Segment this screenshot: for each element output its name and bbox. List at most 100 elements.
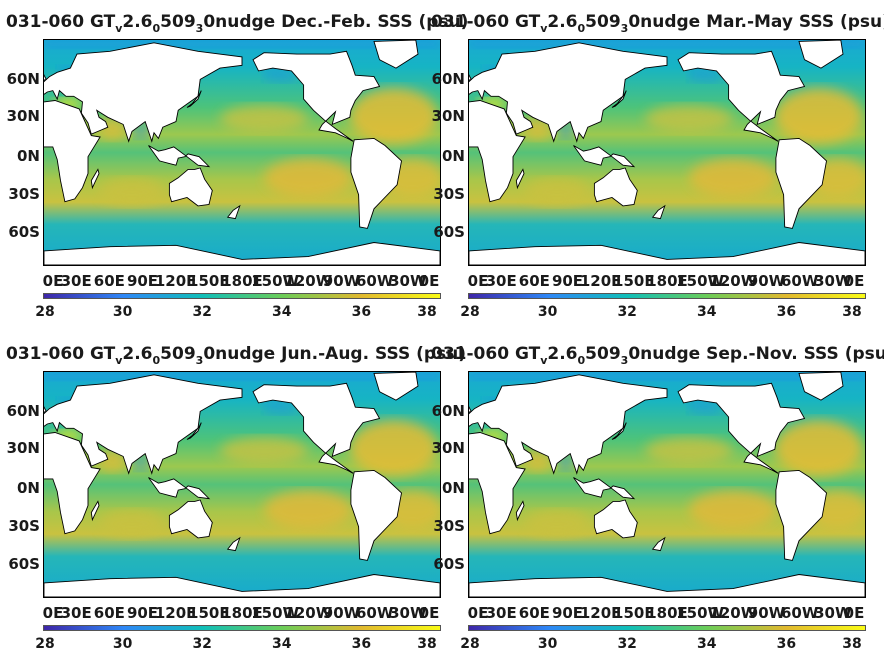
greenland-landmass [373,40,419,69]
australia-landmass [168,167,213,207]
north-america-landmass [677,382,806,474]
colorbar-tick-label: 28 [460,636,480,652]
lat-tick-label: 30N [6,107,40,125]
lon-tick-label: 0E [467,272,489,290]
lon-tick-label: 60E [93,272,125,290]
lat-tick-label: 60N [431,70,465,88]
lon-tick-label: 180E [221,272,263,290]
salinity-map [43,371,441,598]
lon-tick-label: 90E [551,272,584,290]
salinity-map-svg [44,40,440,265]
lon-tick-label: 90W [747,604,786,622]
gulf-of-alaska-fresh [689,400,722,415]
north-atlantic-high-salinity [349,87,438,145]
eurasia-landmass [44,374,243,475]
eurasia-landmass [44,42,243,143]
salinity-map [468,371,866,598]
madagascar-landmass [90,168,100,190]
indian-ocean-high-salinity [99,509,165,538]
africa-landmass [469,432,526,535]
colorbar-tick-label: 30 [537,636,558,652]
lon-tick-label: 0E [467,604,489,622]
africa-landmass [44,432,101,535]
map-panel-son: 031-060 GTv2.6050930nudge Sep.-Nov. SSS … [425,332,884,663]
japan-landmass [611,422,627,440]
lat-tick-label: 30S [8,185,40,203]
lon-tick-label: 180E [221,604,263,622]
colorbar-tick-label: 36 [351,304,372,320]
lon-tick-label: 30W [814,272,852,290]
uk-landmass [469,406,472,413]
lon-tick-label: 90E [126,604,159,622]
lon-tick-label: 0E [42,604,64,622]
colorbar [43,625,441,631]
lon-tick-label: 60W [780,272,819,290]
panel-title: 031-060 GTv2.6050930nudge Dec.-Feb. SSS … [6,12,469,35]
colorbar-tick-label: 32 [192,304,212,320]
lat-tick-label: 60N [6,402,40,420]
colorbar-tick-label: 34 [272,636,292,652]
lon-tick-label: 60W [355,604,394,622]
lon-tick-label: 60E [518,604,550,622]
lon-tick-label: 90W [322,272,361,290]
lon-tick-label: 30W [814,604,852,622]
australia-landmass [593,499,638,539]
colorbar-tick-label: 28 [35,304,55,320]
lon-tick-label: 120E [154,604,197,622]
south-america-landmass [350,469,402,561]
lon-tick-label: 150E [613,604,655,622]
colorbar-tick-label: 32 [617,636,637,652]
colorbar-tick-label: 34 [697,636,717,652]
lat-tick-label: 0N [442,479,465,497]
colorbar-tick-label: 38 [842,304,862,320]
colorbar [468,625,866,631]
gulf-of-alaska-fresh [264,400,297,415]
panel-title: 031-060 GTv2.6050930nudge Mar.-May SSS (… [431,12,884,35]
gulf-of-alaska-fresh [264,68,297,83]
lat-tick-label: 0N [17,479,40,497]
lon-tick-label: 0E [843,272,865,290]
salinity-map-svg [469,372,865,597]
south-pacific-high-salinity [689,158,777,198]
south-pacific-high-salinity [689,490,777,530]
lon-tick-label: 120W [284,604,333,622]
lon-tick-label: 150W [251,272,300,290]
north-atlantic-high-salinity [349,419,438,477]
south-america-landmass [775,469,827,561]
colorbar [43,293,441,299]
colorbar-tick-label: 34 [697,304,717,320]
lon-tick-label: 30E [60,272,92,290]
lat-tick-label: 30S [433,185,465,203]
lon-tick-label: 180E [646,272,688,290]
map-panel-djf: 031-060 GTv2.6050930nudge Dec.-Feb. SSS … [0,0,468,331]
lon-tick-label: 120E [154,272,197,290]
lon-tick-label: 0E [843,604,865,622]
africa-landmass [44,100,101,203]
lon-tick-label: 150W [251,604,300,622]
madagascar-landmass [515,168,525,190]
greenland-landmass [373,372,419,401]
lat-tick-label: 60S [8,555,40,573]
lon-tick-label: 150E [613,272,655,290]
indonesia-landmass [148,145,211,168]
north-america-landmass [252,382,381,474]
australia-landmass [593,167,638,207]
lon-tick-label: 90W [747,272,786,290]
colorbar-tick-label: 32 [617,304,637,320]
lon-tick-label: 30W [389,272,427,290]
antarctica-landmass [469,574,865,597]
lon-tick-label: 0E [418,272,440,290]
lon-tick-label: 150E [188,272,230,290]
colorbar-tick-label: 28 [35,636,55,652]
colorbar [468,293,866,299]
north-america-landmass [252,50,381,142]
lat-tick-label: 30N [431,439,465,457]
lon-tick-label: 30W [389,604,427,622]
colorbar-tick-label: 38 [417,304,437,320]
uk-landmass [44,406,47,413]
eurasia-landmass [469,42,668,143]
madagascar-landmass [90,500,100,522]
north-atlantic-high-salinity [774,87,863,145]
lat-tick-label: 0N [17,147,40,165]
colorbar-tick-label: 30 [537,304,558,320]
